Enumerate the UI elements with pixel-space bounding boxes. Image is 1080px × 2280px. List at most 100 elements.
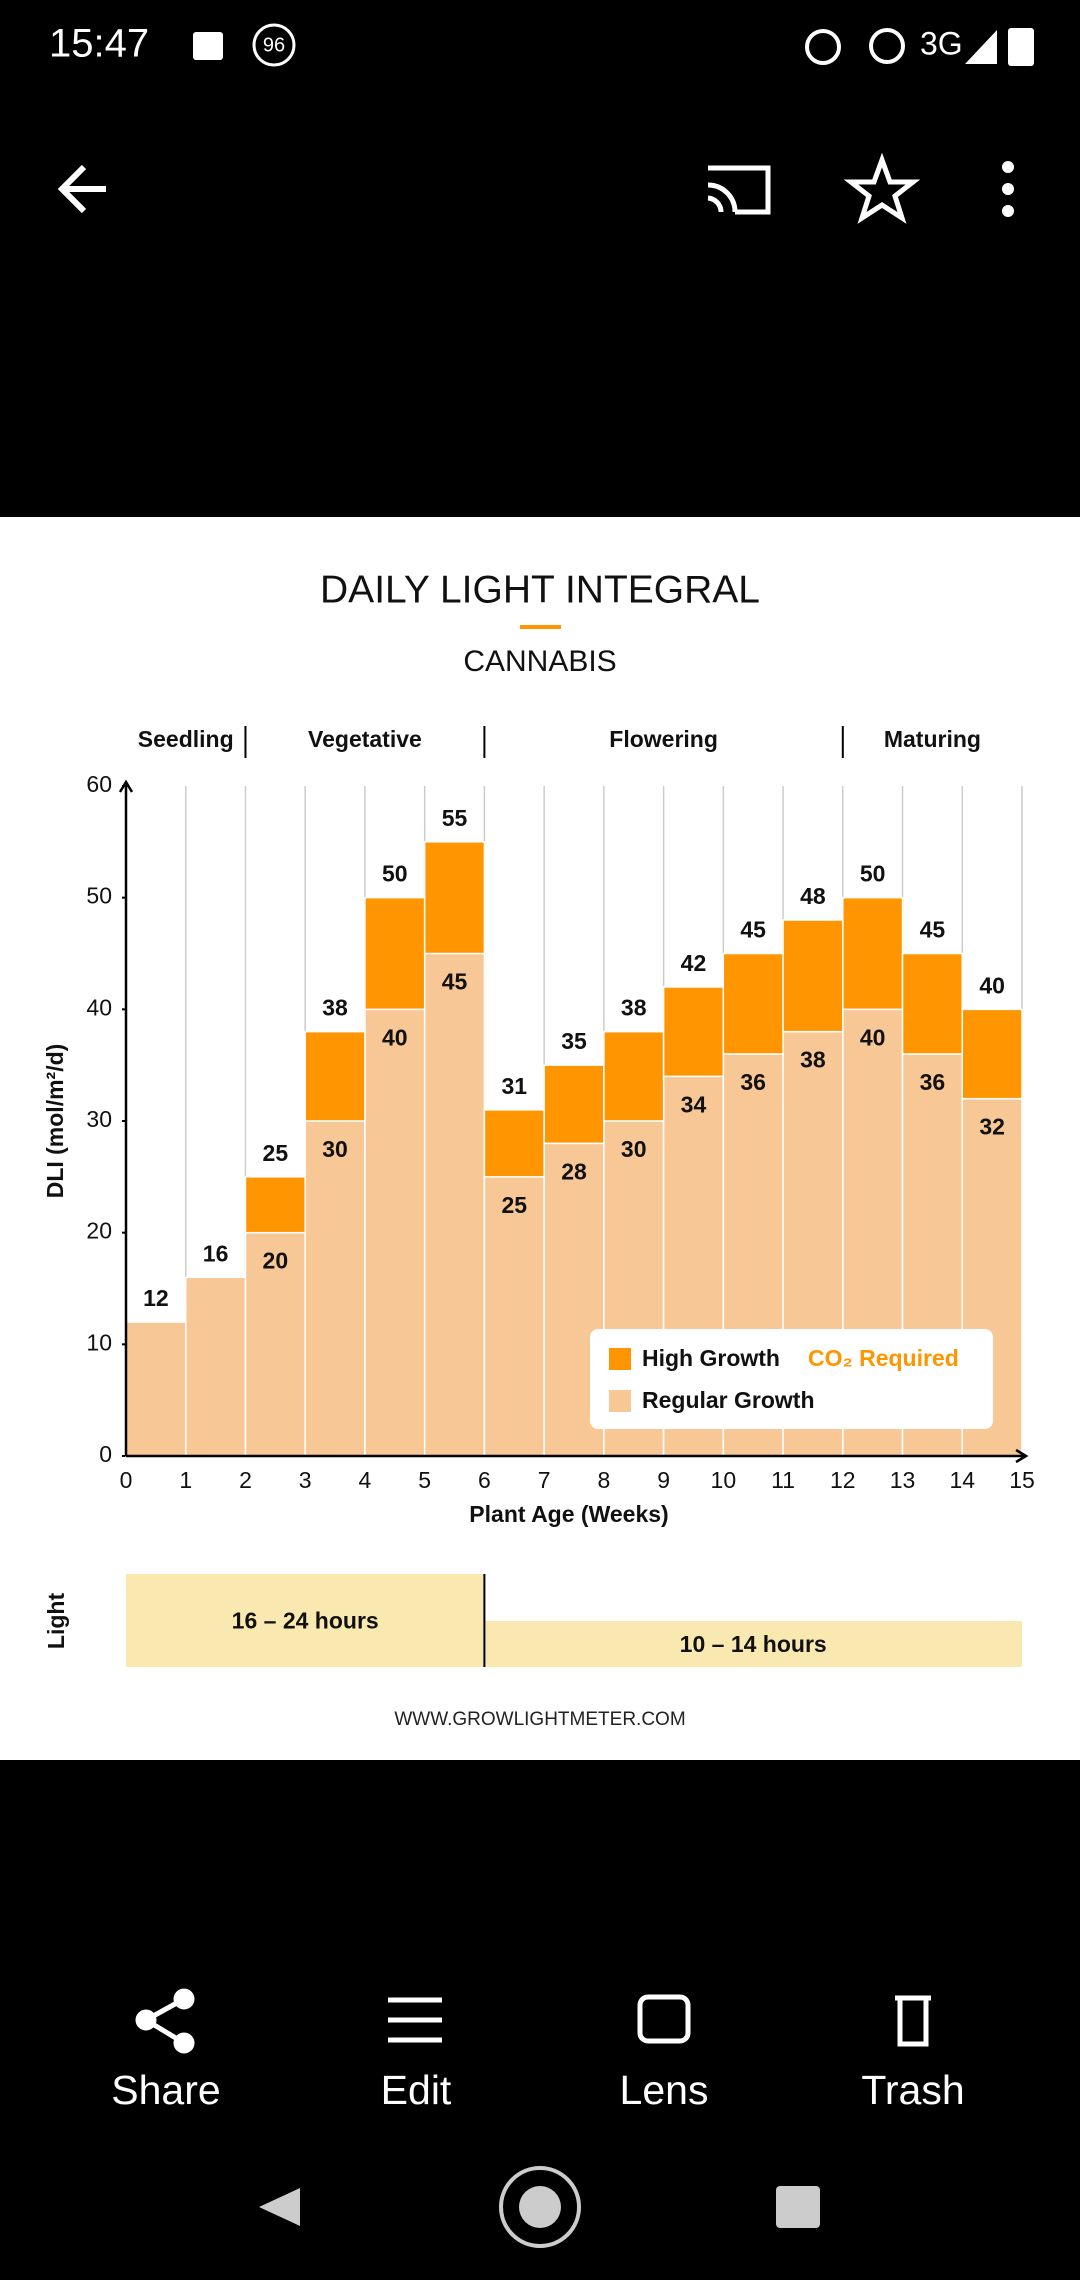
bar-segment [901, 952, 964, 1055]
signal-icon [965, 30, 997, 64]
bar-segment [423, 841, 486, 955]
x-tick-label: 10 [711, 1467, 737, 1493]
value-label: 25 [501, 1192, 527, 1218]
y-tick-label: 0 [99, 1441, 112, 1467]
nav-home-ring[interactable] [499, 2166, 581, 2248]
x-axis [126, 1448, 1029, 1464]
total-label: 38 [322, 995, 348, 1021]
total-label: 40 [979, 972, 1005, 998]
bar-segment [543, 1064, 605, 1145]
legend-box [590, 1329, 993, 1429]
value-label: 12 [143, 1285, 169, 1311]
light-period-label: 16 – 24 hours [232, 1608, 379, 1634]
total-label: 35 [561, 1028, 587, 1054]
x-tick-label: 13 [890, 1467, 916, 1493]
x-tick-label: 2 [239, 1467, 252, 1493]
favorite-button[interactable] [843, 152, 921, 224]
back-button[interactable] [57, 164, 106, 214]
x-tick-label: 4 [359, 1467, 372, 1493]
source: WWW.GROWLIGHTMETER.COM [394, 1709, 685, 1730]
nav-recents[interactable] [776, 2186, 820, 2228]
nav-home[interactable] [519, 2186, 561, 2228]
network: 3G [920, 25, 963, 61]
x-tick-label: 14 [949, 1467, 975, 1493]
value-label: 28 [561, 1158, 587, 1184]
trash-icon[interactable] [895, 1995, 931, 2047]
phase-label: Maturing [884, 726, 981, 752]
light-period [126, 1574, 485, 1667]
bar-segment [304, 1030, 366, 1122]
bar-segment [423, 952, 486, 1457]
light-period-label: 10 – 14 hours [680, 1631, 827, 1657]
action-label[interactable]: Trash [861, 2067, 964, 2113]
badge: 96 [263, 34, 285, 56]
total-label: 31 [501, 1073, 527, 1099]
x-tick-label: 8 [597, 1467, 610, 1493]
bar-segment [483, 1109, 545, 1178]
bar-segment [364, 1008, 426, 1457]
light-label: Light [43, 1593, 69, 1650]
total-label: 48 [800, 883, 826, 909]
value-label: 45 [442, 969, 468, 995]
legend-label: High Growth [642, 1345, 780, 1371]
share-icon[interactable] [135, 1988, 195, 2054]
bar-segment [722, 952, 784, 1055]
value-label: 30 [621, 1136, 647, 1162]
bar-segment [244, 1176, 306, 1234]
value-label: 38 [800, 1047, 826, 1073]
value-label: 34 [681, 1091, 707, 1117]
total-label: 50 [860, 861, 886, 887]
x-tick-label: 0 [120, 1467, 133, 1493]
legend-swatch [609, 1390, 631, 1412]
value-label: 32 [979, 1114, 1005, 1140]
x-tick-label: 7 [538, 1467, 551, 1493]
x-tick-label: 11 [771, 1467, 795, 1493]
bar-segment [364, 896, 426, 1011]
y-axis [118, 779, 134, 1456]
legend-label: Regular Growth [642, 1387, 815, 1413]
chart-title: DAILY LIGHT INTEGRAL [320, 568, 760, 611]
x-tick-label: 6 [478, 1467, 491, 1493]
action-label[interactable]: Lens [620, 2067, 709, 2113]
bar-segment [125, 1321, 187, 1457]
phase-label: Vegetative [308, 726, 422, 752]
phase-label: Seedling [138, 726, 234, 752]
total-label: 42 [681, 950, 707, 976]
nav-back[interactable] [259, 2188, 300, 2226]
action-label[interactable]: Edit [381, 2067, 452, 2113]
value-label: 36 [920, 1069, 946, 1095]
battery-icon [1008, 28, 1034, 66]
y-tick-label: 60 [86, 771, 112, 797]
total-label: 38 [621, 995, 647, 1021]
lens-icon[interactable] [637, 1994, 691, 2044]
x-axis-label: Plant Age (Weeks) [469, 1501, 668, 1527]
x-tick-label: 15 [1009, 1467, 1035, 1493]
bar-segment [304, 1120, 366, 1457]
x-tick-label: 5 [418, 1467, 431, 1493]
menu-button[interactable] [1002, 161, 1014, 217]
total-label: 45 [920, 917, 946, 943]
bar-segment [961, 1008, 1023, 1100]
y-axis-label: DLI (mol/m²/d) [42, 1044, 68, 1199]
title-underline [520, 625, 561, 629]
cast-button[interactable] [707, 165, 771, 215]
value-label: 16 [203, 1240, 229, 1266]
bar-segment [483, 1176, 545, 1457]
total-label: 55 [442, 805, 468, 831]
y-tick-label: 40 [86, 994, 112, 1020]
legend-note: CO₂ Required [808, 1345, 959, 1371]
legend-swatch [609, 1348, 631, 1370]
bar-segment [842, 896, 904, 1011]
value-label: 30 [322, 1136, 348, 1162]
dnd-icon [869, 28, 905, 64]
phase-label: Flowering [609, 726, 718, 752]
x-tick-label: 3 [299, 1467, 312, 1493]
value-label: 36 [740, 1069, 766, 1095]
x-tick-label: 12 [830, 1467, 856, 1493]
total-label: 25 [263, 1140, 289, 1166]
edit-icon[interactable] [388, 1997, 442, 2043]
y-tick-label: 50 [86, 883, 112, 909]
action-label[interactable]: Share [111, 2067, 220, 2113]
